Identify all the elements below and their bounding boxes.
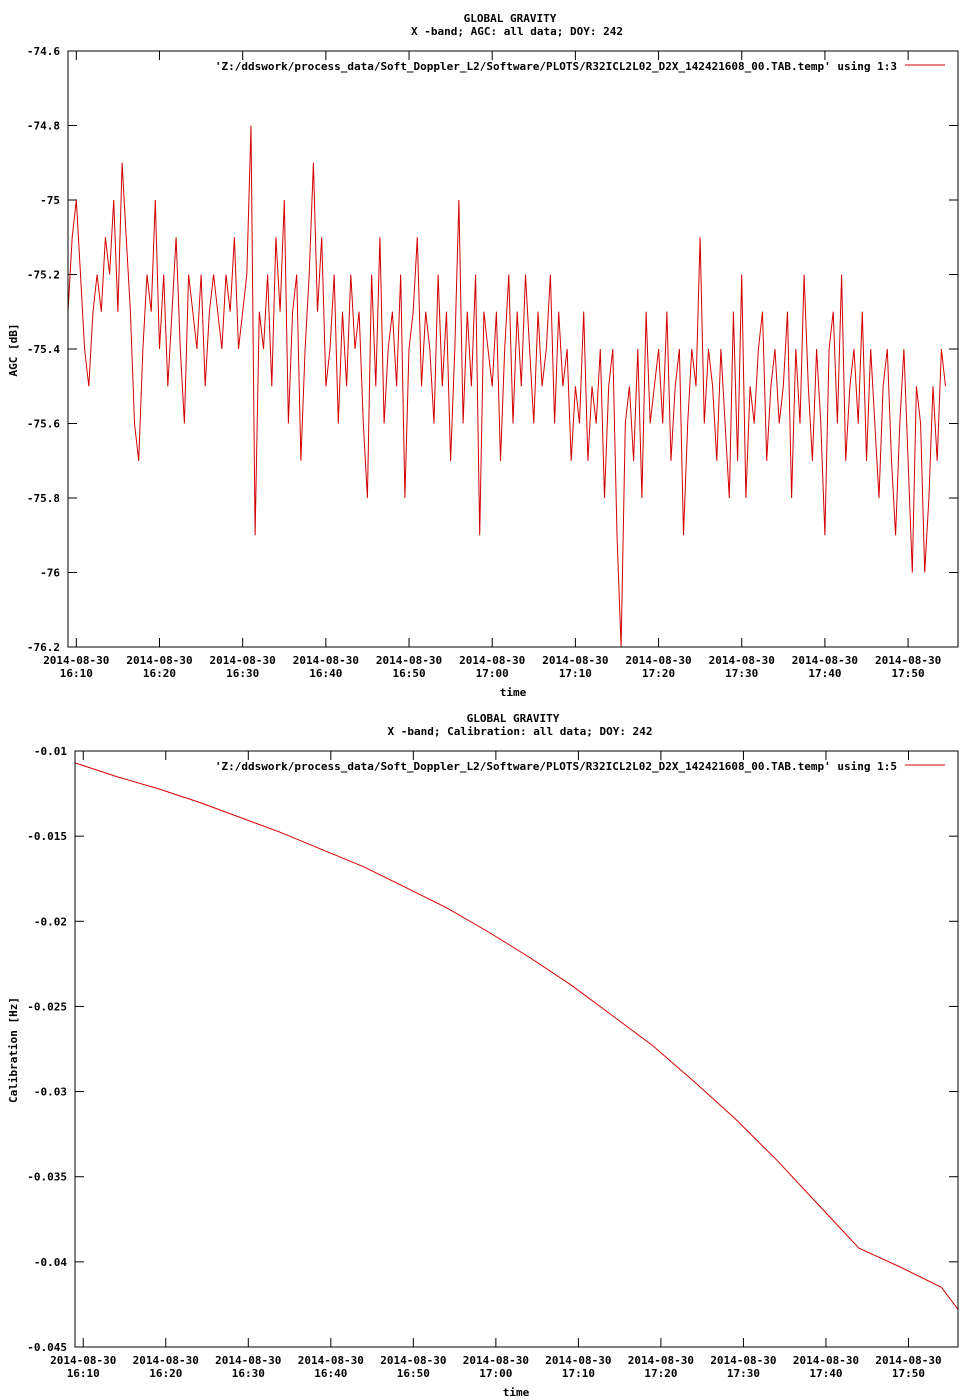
chart-title: GLOBAL GRAVITY [467, 712, 560, 725]
x-tick-time-label: 16:40 [309, 667, 342, 680]
y-ticks: -74.6 -74.8 -75 -75.2 -75.4 -75.6 -75.8 -76 -76.… [27, 45, 958, 654]
chart-title: GLOBAL GRAVITY [464, 12, 557, 25]
x-tick-time-label: 16:30 [232, 1367, 265, 1380]
y-tick-label: -75.2 [27, 269, 60, 282]
y-tick-label: -74.8 [27, 120, 60, 133]
y-tick-label: -0.045 [27, 1341, 67, 1354]
x-tick-date-label: 2014-08-30 [376, 654, 442, 667]
y-axis-label: AGC [dB] [7, 324, 20, 377]
y-tick-label: -75.8 [27, 492, 60, 505]
y-tick-label: -0.035 [27, 1171, 67, 1184]
x-tick-date-label: 2014-08-30 [875, 1354, 941, 1367]
x-ticks: 2014-08-3016:102014-08-3016:202014-08-30… [50, 751, 942, 1380]
x-tick-date-label: 2014-08-30 [50, 1354, 116, 1367]
x-tick-time-label: 17:30 [725, 667, 758, 680]
x-tick-date-label: 2014-08-30 [126, 654, 192, 667]
x-tick-date-label: 2014-08-30 [710, 1354, 776, 1367]
x-tick-date-label: 2014-08-30 [298, 1354, 364, 1367]
x-tick-time-label: 17:10 [562, 1367, 595, 1380]
y-tick-label: -76 [40, 567, 60, 580]
x-tick-date-label: 2014-08-30 [133, 1354, 199, 1367]
x-tick-date-label: 2014-08-30 [793, 1354, 859, 1367]
x-tick-date-label: 2014-08-30 [545, 1354, 611, 1367]
series-line [74, 762, 959, 1310]
x-tick-date-label: 2014-08-30 [43, 654, 109, 667]
x-tick-date-label: 2014-08-30 [709, 654, 775, 667]
x-tick-date-label: 2014-08-30 [215, 1354, 281, 1367]
x-tick-time-label: 16:20 [149, 1367, 182, 1380]
x-tick-time-label: 17:40 [809, 1367, 842, 1380]
x-ticks: 2014-08-3016:102014-08-3016:202014-08-30… [43, 51, 941, 680]
y-ticks: -0.01 -0.015 -0.02 -0.025 -0.03 -0.035 -0.04 -0… [27, 745, 958, 1354]
plot-frame [74, 750, 959, 1348]
y-tick-label: -0.025 [27, 1000, 67, 1013]
x-tick-date-label: 2014-08-30 [459, 654, 525, 667]
x-axis-label: time [500, 686, 527, 699]
y-tick-label: -0.04 [34, 1256, 67, 1269]
x-tick-time-label: 17:00 [476, 667, 509, 680]
y-tick-label: -0.015 [27, 830, 67, 843]
x-tick-time-label: 17:10 [559, 667, 592, 680]
x-tick-time-label: 17:50 [892, 1367, 925, 1380]
x-tick-time-label: 17:40 [808, 667, 841, 680]
x-tick-time-label: 17:50 [892, 667, 925, 680]
y-axis-label: Calibration [Hz] [7, 997, 20, 1103]
legend-label: 'Z:/ddswork/process_data/Soft_Doppler_L2… [215, 60, 897, 73]
y-tick-label: -75.6 [27, 418, 60, 431]
x-tick-time-label: 17:30 [727, 1367, 760, 1380]
x-tick-time-label: 16:40 [314, 1367, 347, 1380]
calibration-chart: GLOBAL GRAVITY X -band; Calibration: all… [7, 712, 959, 1399]
y-tick-label: -0.03 [34, 1086, 67, 1099]
x-tick-time-label: 17:20 [642, 667, 675, 680]
x-tick-date-label: 2014-08-30 [210, 654, 276, 667]
y-tick-label: -0.02 [34, 915, 67, 928]
x-tick-time-label: 17:00 [479, 1367, 512, 1380]
x-tick-time-label: 16:30 [226, 667, 259, 680]
x-tick-date-label: 2014-08-30 [293, 654, 359, 667]
x-tick-time-label: 16:10 [60, 667, 93, 680]
x-tick-time-label: 16:50 [392, 667, 425, 680]
x-tick-time-label: 17:20 [644, 1367, 677, 1380]
x-tick-time-label: 16:10 [67, 1367, 100, 1380]
series-line [67, 125, 946, 648]
x-tick-date-label: 2014-08-30 [380, 1354, 446, 1367]
chart-subtitle: X -band; Calibration: all data; DOY: 242 [388, 725, 653, 738]
x-tick-date-label: 2014-08-30 [542, 654, 608, 667]
y-tick-label: -76.2 [27, 641, 60, 654]
x-axis-label: time [503, 1386, 530, 1399]
y-tick-label: -0.01 [34, 745, 67, 758]
agc-chart: GLOBAL GRAVITY X -band; AGC: all data; D… [7, 12, 959, 699]
legend-label: 'Z:/ddswork/process_data/Soft_Doppler_L2… [215, 760, 897, 773]
x-tick-time-label: 16:20 [143, 667, 176, 680]
x-tick-date-label: 2014-08-30 [875, 654, 941, 667]
chart-subtitle: X -band; AGC: all data; DOY: 242 [411, 25, 623, 38]
plot-frame [67, 50, 959, 648]
x-tick-date-label: 2014-08-30 [792, 654, 858, 667]
x-tick-date-label: 2014-08-30 [628, 1354, 694, 1367]
y-tick-label: -75.4 [27, 343, 60, 356]
x-tick-time-label: 16:50 [397, 1367, 430, 1380]
y-tick-label: -75 [40, 194, 60, 207]
x-tick-date-label: 2014-08-30 [463, 1354, 529, 1367]
x-tick-date-label: 2014-08-30 [625, 654, 691, 667]
y-tick-label: -74.6 [27, 45, 60, 58]
